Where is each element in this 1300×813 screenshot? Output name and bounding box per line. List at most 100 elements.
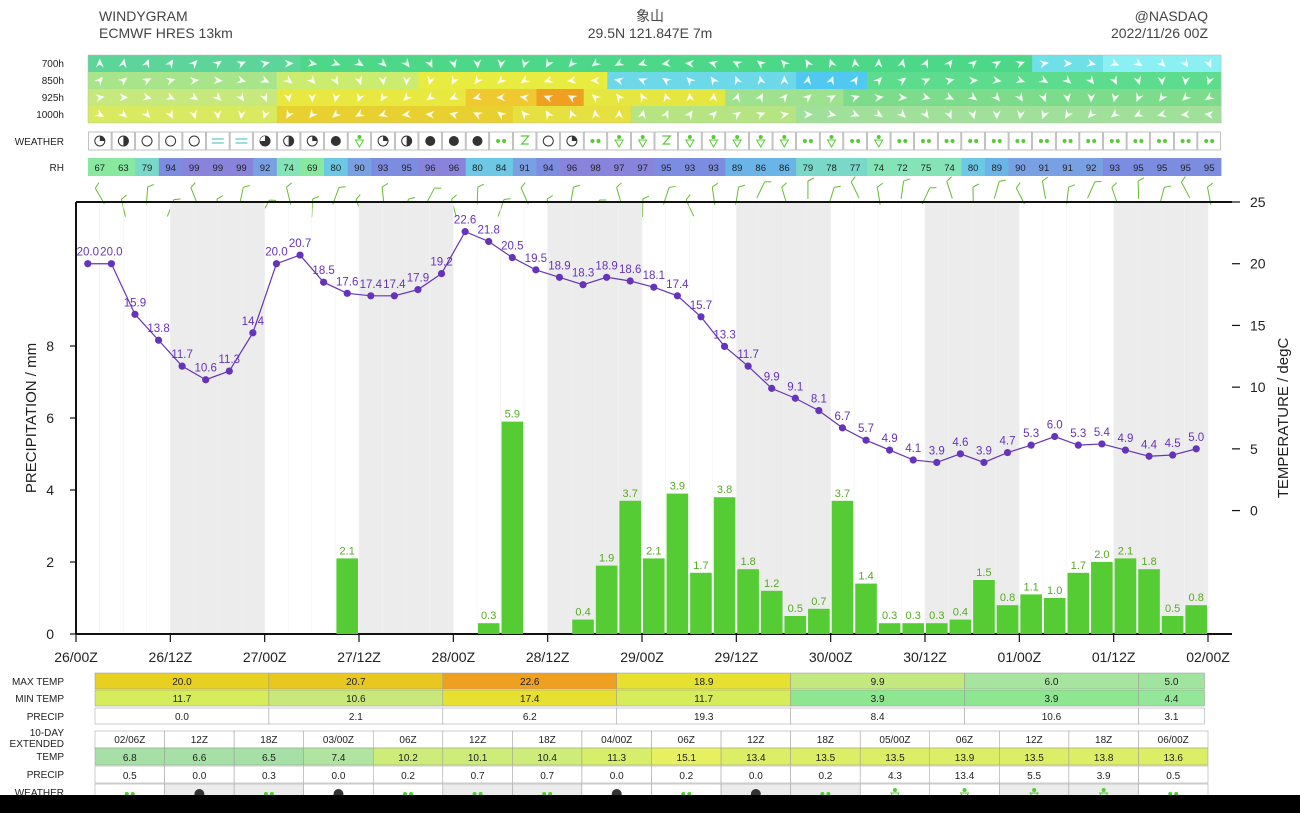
extended-temp: 13.9	[955, 753, 975, 764]
wind-barb-icon	[756, 181, 772, 199]
weather-cell	[1055, 131, 1080, 151]
rh-cell	[701, 158, 726, 176]
wind-arrow-icon	[1085, 74, 1095, 85]
temperature-point	[744, 362, 752, 370]
temperature-line	[87, 230, 1197, 464]
wind-arrow-icon	[1110, 108, 1121, 118]
rh-cell	[961, 158, 986, 176]
extended-time: 12Z	[1025, 735, 1042, 746]
wind-arrow-icon	[497, 74, 507, 84]
extended-precip: 0.0	[610, 771, 624, 782]
extended-time: 18Z	[817, 735, 834, 746]
precip-bar	[713, 497, 736, 634]
x-tick-label: 01/00Z	[998, 649, 1042, 665]
shower-icon	[829, 135, 834, 139]
wind-level-label: 1000h	[36, 110, 64, 121]
precip-bar	[926, 623, 948, 634]
wind-arrow-icon	[353, 58, 364, 67]
temperature-label: 4.9	[1117, 433, 1133, 445]
daily-min-value: 17.4	[520, 694, 540, 705]
wind-arrow-icon	[448, 58, 457, 69]
weather-cell	[937, 131, 962, 151]
precip-bar	[737, 569, 759, 634]
wind-arrow-icon	[237, 110, 246, 120]
temperature-point	[367, 292, 375, 300]
wind-arrow-icon	[707, 111, 718, 121]
daily-max-value: 18.9	[694, 677, 714, 688]
rh-cell	[843, 158, 868, 176]
wind-barb-icon	[1137, 177, 1145, 200]
daily-max-value: 5.0	[1165, 677, 1179, 688]
wind-arrow-icon	[543, 95, 554, 103]
rh-value: 74	[283, 163, 294, 174]
wind-arrow-icon	[165, 92, 176, 100]
precip-bar	[1067, 572, 1090, 634]
wind-arrow-icon	[566, 75, 577, 84]
temperature-point	[555, 273, 564, 281]
wind-arrow-icon	[451, 75, 460, 86]
wind-arrow-icon	[826, 75, 834, 86]
precip-label: 1.2	[764, 578, 779, 590]
temperature-label: 20.0	[77, 247, 99, 259]
overcast-icon	[425, 136, 436, 146]
right-tick-label: 20	[1250, 256, 1266, 272]
wind-arrow-icon	[614, 58, 625, 66]
left-tick-label: 0	[46, 626, 54, 642]
extended-precip: 13.4	[955, 771, 975, 782]
wind-arrow-icon	[849, 76, 858, 87]
precip-bar	[831, 500, 854, 634]
wind-arrow-icon	[1086, 58, 1097, 67]
precip-label: 0.8	[1000, 592, 1015, 604]
rain-icon	[802, 139, 807, 143]
wind-arrow-icon	[1157, 109, 1167, 118]
x-tick-label: 02/00Z	[1186, 649, 1230, 665]
temperature-point	[862, 436, 870, 444]
extended-temp: 10.2	[398, 753, 418, 764]
x-tick-label: 28/00Z	[432, 649, 476, 665]
temperature-label: 4.6	[952, 437, 968, 449]
rh-value: 91	[519, 163, 530, 174]
precip-bar	[1114, 558, 1137, 634]
wind-arrow-icon	[1159, 91, 1168, 102]
weather-cell	[843, 131, 867, 151]
temperature-label: 19.5	[525, 253, 547, 265]
daily-min-value: 10.6	[346, 694, 366, 705]
shower-icon	[758, 135, 763, 139]
extended-time: 06Z	[956, 735, 973, 746]
rh-value: 84	[496, 163, 507, 174]
wind-arrow-icon	[778, 93, 788, 104]
wind-arrow-icon	[614, 77, 624, 86]
clear-icon	[188, 135, 200, 147]
wind-arrow-icon	[616, 93, 625, 104]
rh-cell	[796, 158, 821, 176]
wind-arrow-icon	[425, 110, 435, 119]
rh-value: 93	[685, 163, 696, 174]
x-tick-label: 26/12Z	[149, 649, 193, 665]
shower-icon	[876, 135, 881, 139]
weather-cell	[796, 131, 820, 151]
precip-bar	[595, 565, 618, 634]
wind-arrow-icon	[734, 75, 743, 86]
wind-arrow-icon	[262, 109, 271, 120]
wind-arrow-icon	[283, 92, 292, 103]
temperature-label: 20.5	[501, 241, 523, 253]
temperature-point	[956, 450, 964, 458]
wind-arrow-icon	[1136, 92, 1144, 103]
rh-value: 77	[850, 163, 861, 174]
rh-value: 63	[118, 163, 129, 174]
wind-arrow-icon	[117, 108, 128, 118]
wind-arrow-icon	[188, 91, 199, 101]
rh-value: 95	[1157, 163, 1168, 174]
wind-arrow-icon	[377, 57, 387, 67]
precip-bar	[878, 623, 901, 634]
wind-arrow-icon	[757, 75, 766, 86]
shower-icon	[617, 135, 622, 139]
rh-cell	[324, 158, 349, 176]
temperature-label: 3.9	[976, 445, 992, 457]
wind-arrow-icon	[1039, 60, 1049, 69]
precip-label: 0.7	[811, 596, 826, 608]
precip-label: 2.0	[1094, 549, 1109, 561]
wind-arrow-icon	[259, 75, 270, 83]
precip-bar	[973, 580, 995, 634]
wind-barb-icon	[1180, 176, 1191, 199]
